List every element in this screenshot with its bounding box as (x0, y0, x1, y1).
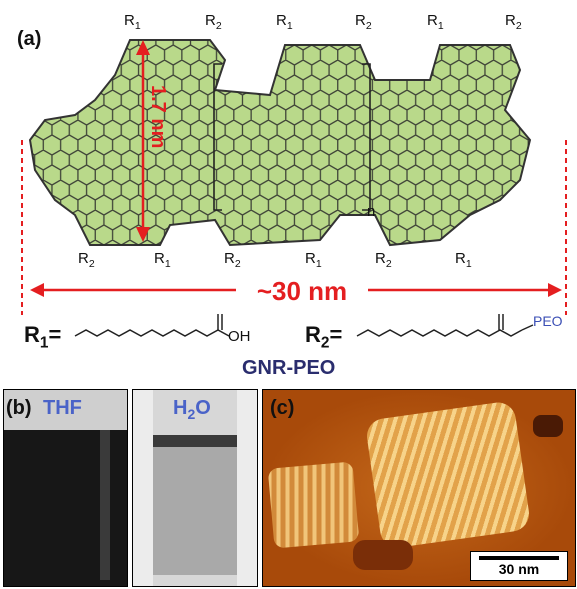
vial-water-meniscus (153, 435, 237, 447)
thf-label: THF (43, 397, 82, 419)
r1-end-group: OH (228, 328, 251, 345)
panel-c-label: (c) (270, 397, 295, 419)
scale-bar-box: 30 nm (470, 551, 568, 581)
length-label: ~30 nm (257, 276, 347, 306)
panel-a-label: (a) (17, 28, 42, 50)
r-label-bottom-3: R2 (224, 250, 241, 270)
r2-chain (356, 314, 534, 337)
graphene-nanoribbon (29, 39, 531, 246)
height-arrow (136, 40, 150, 242)
afm-dark-spot (533, 415, 563, 437)
r-label-top-1: R1 (124, 12, 141, 32)
gnr-structure-figure: n 1.7 nm ~30 nm (21, 39, 567, 337)
r2-formula-label: R2= (305, 322, 343, 352)
r-label-bottom-2: R1 (154, 250, 171, 270)
scale-bar-label: 30 nm (498, 561, 540, 577)
vial-water-solution (153, 435, 237, 575)
vial-thf (3, 389, 128, 587)
r-label-bottom-4: R1 (305, 250, 322, 270)
r-label-top-5: R1 (427, 12, 444, 32)
vial-thf-highlight (100, 430, 110, 580)
afm-ribbon-bundle-small (267, 461, 360, 549)
r-label-top-2: R2 (205, 12, 222, 32)
afm-dark-region (353, 540, 413, 570)
r-label-top-4: R2 (355, 12, 372, 32)
length-arrow (30, 283, 562, 297)
vial-thf-headspace (4, 390, 127, 430)
r1-chain (74, 314, 230, 337)
r2-end-group: PEO (533, 313, 563, 329)
panel-b-label: (b) (6, 397, 32, 419)
r-label-top-3: R1 (276, 12, 293, 32)
scale-bar (479, 556, 559, 560)
r-label-top-6: R2 (505, 12, 522, 32)
r-label-bottom-6: R1 (455, 250, 472, 270)
r1-formula-label: R1= (24, 322, 62, 352)
repeat-subscript: n (367, 203, 375, 220)
repeat-unit-brackets (213, 63, 371, 211)
height-label: 1.7 nm (147, 85, 169, 148)
r-label-bottom-5: R2 (375, 250, 392, 270)
afm-ribbon-bundle-large (364, 400, 532, 550)
length-guides (21, 140, 567, 315)
compound-name: GNR-PEO (242, 357, 336, 379)
water-label: H2O (173, 397, 211, 422)
r-label-bottom-1: R2 (78, 250, 95, 270)
vial-water (132, 389, 258, 587)
